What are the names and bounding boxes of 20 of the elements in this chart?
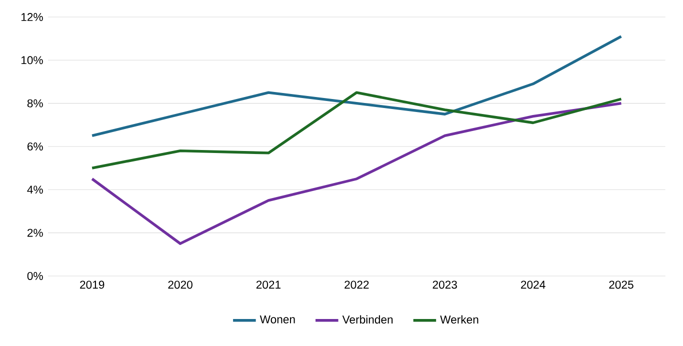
y-tick-label: 12% — [21, 13, 43, 21]
x-tick-label: 2020 — [168, 280, 192, 289]
legend-label: Werken — [440, 315, 478, 324]
x-tick-label: 2025 — [609, 280, 634, 289]
line-series — [90, 35, 623, 138]
legend-label: Wonen — [260, 315, 295, 324]
line-series — [90, 102, 623, 245]
x-tick-label: 2019 — [80, 280, 104, 289]
x-tick-label: 2021 — [256, 280, 281, 289]
y-tick-label: 4% — [27, 186, 43, 194]
y-tick-label: 10% — [21, 56, 43, 64]
legend-label: Verbinden — [342, 315, 393, 324]
y-tick-label: 0% — [27, 272, 43, 280]
x-tick-label: 2024 — [520, 280, 546, 289]
y-tick-label: 8% — [27, 99, 43, 108]
x-tick-label: 2022 — [344, 280, 369, 289]
x-tick-label: 2023 — [432, 280, 457, 289]
y-tick-label: 6% — [28, 142, 43, 150]
line-series — [90, 91, 623, 170]
y-tick-label: 2% — [27, 228, 43, 237]
